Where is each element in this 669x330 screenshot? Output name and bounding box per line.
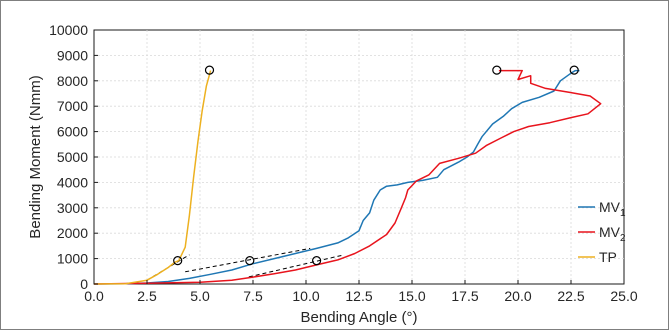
x-tick-label: 17.5 xyxy=(451,288,478,304)
x-tick-labels: 0.0 2.5 5.0 7.5 10.0 12.5 15.0 17.5 20.0 22.5 25.0 xyxy=(84,280,638,304)
y-tick-labels: 0 1000 2000 3000 4000 5000 6000 7000 8000 9000 100… xyxy=(49,22,98,292)
x-axis-label: Bending Angle (°) xyxy=(301,309,418,326)
legend: MV1 MV2 TP xyxy=(578,199,626,265)
x-tick-label: 5.0 xyxy=(190,288,210,304)
fit-line xyxy=(248,254,345,278)
x-tick-label: 10.0 xyxy=(292,288,319,304)
data-series xyxy=(93,69,602,285)
y-tick-label: 10000 xyxy=(49,22,88,38)
x-tick-label: 25.0 xyxy=(610,288,637,304)
legend-label-tp: TP xyxy=(599,249,617,265)
fit-line xyxy=(185,247,311,273)
data-marker xyxy=(245,256,255,266)
data-marker xyxy=(312,256,322,266)
grid xyxy=(94,30,624,284)
y-tick-label: 9000 xyxy=(57,47,88,63)
y-tick-label: 1000 xyxy=(57,251,88,267)
x-tick-label: 22.5 xyxy=(557,288,584,304)
point-markers xyxy=(173,65,579,266)
legend-label-mv1: MV1 xyxy=(599,199,626,219)
x-tick-label: 20.0 xyxy=(504,288,531,304)
x-tick-label: 15.0 xyxy=(398,288,425,304)
y-tick-label: 2000 xyxy=(57,225,88,241)
x-tick-label: 12.5 xyxy=(345,288,372,304)
data-marker xyxy=(492,65,502,75)
y-tick-label: 8000 xyxy=(57,73,88,89)
series-line-tp xyxy=(93,70,212,285)
x-tick-label: 2.5 xyxy=(137,288,157,304)
y-tick-label: 7000 xyxy=(57,98,88,114)
y-tick-label: 0 xyxy=(80,276,88,292)
series-line-mv1 xyxy=(93,69,580,285)
y-axis-label: Bending Moment (Nmm) xyxy=(27,75,44,238)
legend-label-mv2: MV2 xyxy=(599,224,626,244)
series-line-mv2 xyxy=(93,69,602,285)
data-marker xyxy=(173,256,183,266)
y-tick-label: 4000 xyxy=(57,174,88,190)
y-tick-label: 6000 xyxy=(57,124,88,140)
data-marker xyxy=(204,65,215,75)
y-tick-label: 3000 xyxy=(57,200,88,216)
data-marker xyxy=(569,65,579,75)
y-tick-label: 5000 xyxy=(57,149,88,165)
x-tick-label: 0.0 xyxy=(84,288,104,304)
x-tick-label: 7.5 xyxy=(243,288,263,304)
